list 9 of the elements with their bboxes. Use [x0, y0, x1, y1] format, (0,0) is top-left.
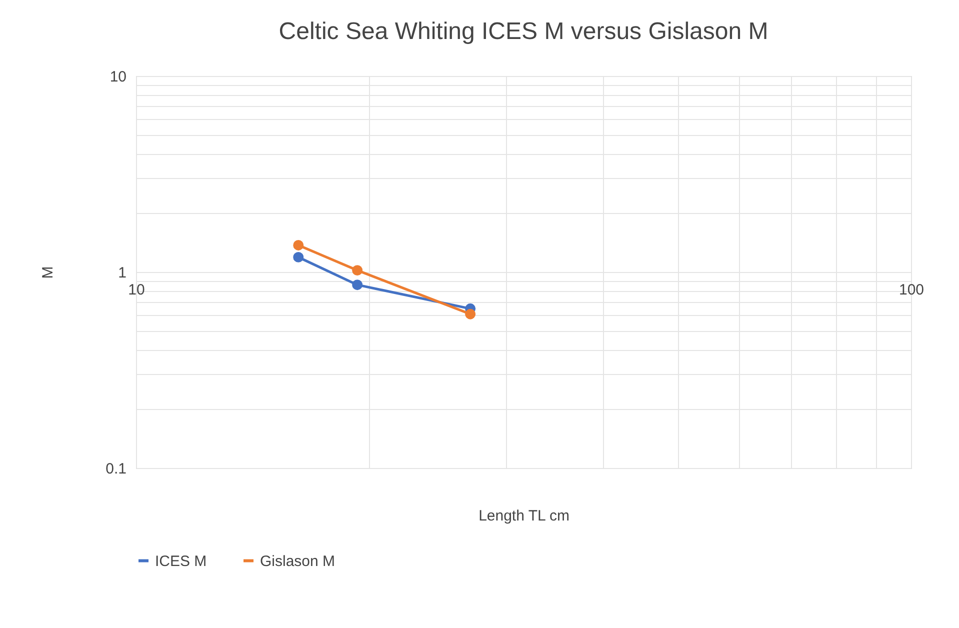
x-axis-title: Length TL cm [478, 508, 570, 524]
y-tick-label: 0.1 [106, 460, 126, 478]
legend-label: Gislason M [260, 552, 336, 570]
y-tick-label: 1 [118, 264, 126, 282]
chart-title: Celtic Sea Whiting ICES M versus Gislason M [278, 18, 768, 45]
legend-label: ICES M [155, 552, 207, 570]
y-tick-label: 10 [110, 68, 126, 86]
x-tick-label: 100 [898, 282, 924, 298]
y-axis-title: M [40, 266, 57, 279]
